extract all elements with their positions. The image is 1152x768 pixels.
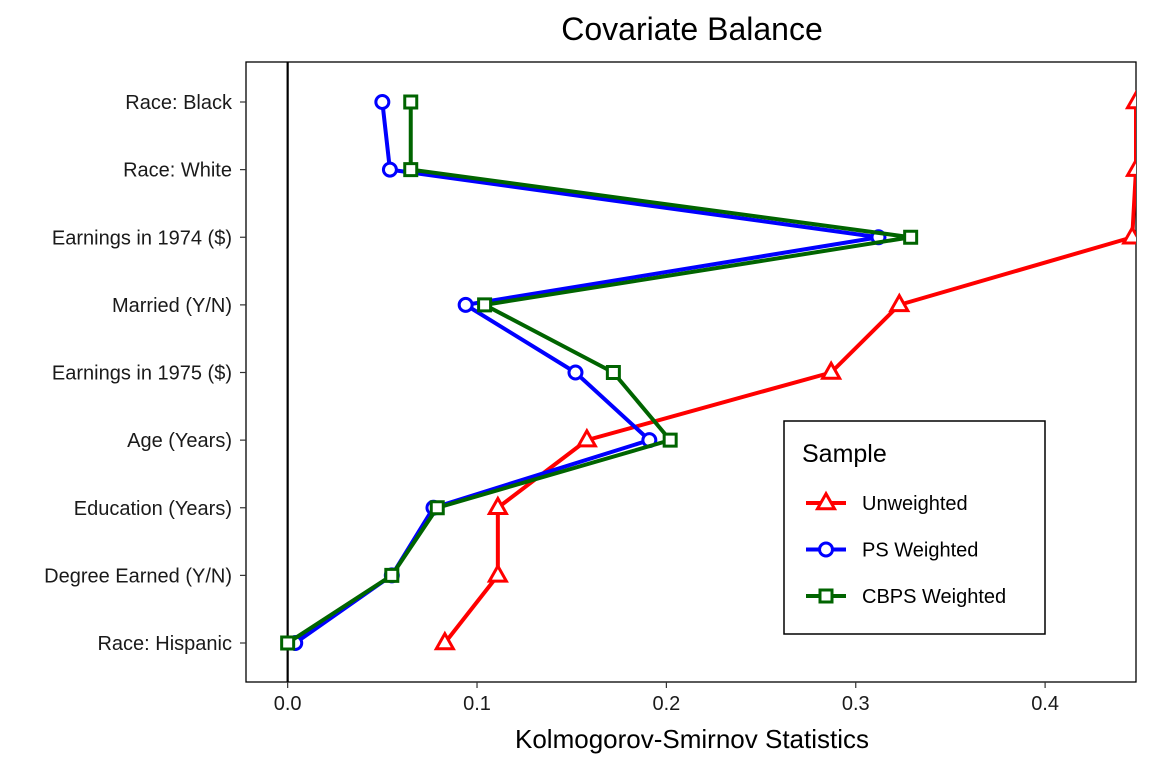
data-point-triangle [486, 563, 509, 583]
legend-marker-circle [818, 541, 834, 558]
data-point-triangle [433, 630, 456, 651]
y-tick-label: Married (Y/N) [112, 295, 232, 317]
data-point-triangle [575, 427, 598, 448]
data-point-triangle [1124, 89, 1136, 110]
legend-title: Sample [802, 440, 887, 468]
data-point-triangle [1124, 157, 1136, 177]
data-point-circle [374, 94, 391, 110]
data-point-square [403, 94, 419, 110]
chart-title: Covariate Balance [561, 11, 822, 47]
data-point-square [403, 162, 419, 178]
x-tick-label: 0.3 [842, 693, 870, 715]
legend-label: Unweighted [862, 493, 968, 515]
data-point-circle [567, 364, 584, 381]
x-axis-label: Kolmogorov-Smirnov Statistics [515, 724, 869, 754]
data-point-square [662, 432, 678, 448]
y-tick-label: Race: Black [125, 92, 233, 114]
y-tick-label: Degree Earned (Y/N) [44, 565, 232, 587]
data-point-triangle [1121, 224, 1136, 245]
data-point-triangle [486, 495, 509, 515]
data-point-circle [457, 296, 474, 313]
x-tick-label: 0.4 [1031, 693, 1059, 715]
series-unweighted [433, 89, 1136, 651]
y-tick-label: Race: Hispanic [97, 633, 232, 655]
legend-marker-square [818, 588, 834, 604]
data-point-triangle [888, 292, 911, 313]
data-point-square [605, 365, 621, 380]
legend-label: CBPS Weighted [862, 586, 1006, 608]
data-point-square [384, 567, 400, 583]
data-point-circle [381, 161, 398, 178]
data-point-square [280, 635, 296, 651]
data-point-square [477, 297, 493, 313]
legend-marker-triangle [814, 490, 838, 511]
series-cbps-weighted [280, 94, 919, 651]
y-tick-label: Earnings in 1975 ($) [52, 363, 232, 385]
data-point-triangle [820, 360, 843, 380]
data-point-square [903, 229, 919, 245]
y-tick-label: Education (Years) [74, 498, 232, 520]
x-tick-label: 0.2 [652, 693, 680, 715]
legend-label: PS Weighted [862, 540, 978, 562]
x-tick-label: 0.0 [274, 693, 302, 715]
y-tick-label: Earnings in 1974 ($) [52, 227, 232, 249]
y-tick-label: Race: White [123, 160, 232, 182]
y-tick-label: Age (Years) [127, 430, 232, 452]
legend: Sample Unweighted PS Weighted CBPS Weighte… [783, 420, 1046, 635]
x-tick-label: 0.1 [463, 693, 491, 715]
data-point-square [429, 500, 445, 516]
